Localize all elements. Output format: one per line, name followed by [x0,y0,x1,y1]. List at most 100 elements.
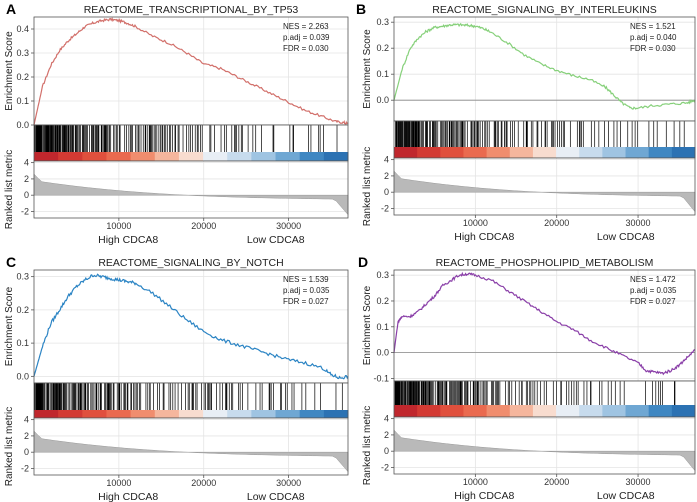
rank-heat-segment [532,405,557,417]
panel-d: D REACTOME_PHOSPHOLIPID_METABOLISM -0.1 0.0… [358,254,696,502]
metric-ytick-label: -2 [381,462,389,472]
es-axis-label: Enrichment Score [4,286,15,366]
rank-heat-segment [648,147,673,158]
x-label-high: High CDCA8 [454,490,514,502]
es-ytick-label: 0.2 [376,43,389,53]
rank-heat-segment [440,147,464,158]
rank-heat-segment [648,405,673,417]
rank-heat-segment [203,410,228,418]
metric-plot-frame [33,417,349,476]
x-tick-label: 30000 [276,221,301,231]
metric-plot-frame [393,157,696,216]
x-tick-label: 10000 [106,221,131,231]
metric-ytick-label: -2 [21,463,29,473]
x-tick-label: 10000 [463,477,488,487]
rank-heat-segment [556,405,580,417]
metric-axis-label: Ranked list metric [362,406,373,485]
rank-heat-segment [251,410,277,418]
metric-ytick-label: 2 [24,431,29,441]
x-label-low: Low CDCA8 [247,491,305,502]
rank-heat-segment [130,152,156,161]
rank-heat-segment [556,147,580,158]
x-tick-label: 20000 [544,218,569,228]
enrichment-score-line [33,17,349,126]
gene-hit-barcode [34,383,343,410]
rank-heat-segment [323,410,349,418]
stat-text: FDR = 0.027 [283,297,329,306]
rank-heat-segment [178,410,204,418]
stat-text: p.adj = 0.035 [283,286,330,295]
es-ytick-label: 0.3 [16,272,29,282]
metric-ytick-label: 4 [24,158,29,168]
es-plot-area [34,270,348,383]
metric-plot-frame [33,160,349,219]
rank-heat-segment [463,405,488,417]
stat-text: NES = 2.263 [283,22,329,31]
es-ytick-label: 0.0 [376,95,389,105]
metric-ytick-label: 4 [24,415,29,425]
rank-heat-segment [299,152,325,161]
rank-heat-segment [486,405,511,417]
metric-ytick-label: 2 [24,174,29,184]
rank-heat-segment [417,147,441,158]
stat-text: NES = 1.521 [630,22,676,31]
rank-heat-segment [602,147,627,158]
panel-title: REACTOME_TRANSCRIPTIONAL_BY_TP53 [84,4,299,16]
es-ytick-label: 0.3 [376,270,389,280]
rank-heat-segment [203,152,228,161]
rank-heat-segment [299,410,325,418]
rank-heat-segment [394,147,418,158]
panel-b: B REACTOME_SIGNALING_BY_INTERLEUKINS 0.0 0.… [356,1,696,243]
ranked-metric-area [393,429,696,472]
stat-text: FDR = 0.030 [283,44,329,53]
metric-ytick-label: 0 [24,190,29,200]
enrichment-score-line [33,273,349,380]
es-axis-label: Enrichment Score [362,29,373,109]
panel-label: D [358,254,368,270]
rank-heat-segment [579,405,603,417]
rank-heat-segment [275,152,301,161]
x-label-high: High CDCA8 [454,231,514,243]
rank-heat-segment [509,147,534,158]
es-axis-label: Enrichment Score [4,31,15,111]
gene-hit-barcode [394,381,676,405]
panel-title: REACTOME_PHOSPHOLIPID_METABOLISM [436,257,654,269]
es-ytick-label: 0.1 [16,96,29,106]
x-tick-label: 20000 [191,221,216,231]
rank-heat-segment [463,147,488,158]
metric-ytick-label: 4 [384,155,389,165]
x-tick-label: 20000 [191,478,216,488]
rank-heat-segment [58,152,83,161]
rank-heat-segment [671,147,696,158]
rank-heat-segment [178,152,204,161]
rank-heat-segment [227,152,252,161]
es-ytick-label: 0.4 [16,24,29,34]
es-ytick-label: 0.1 [376,69,389,79]
metric-ytick-label: 0 [24,447,29,457]
rank-heat-segment [417,405,441,417]
rank-heat-segment [671,405,696,417]
rank-heat-segment [602,405,627,417]
rank-heat-segment [106,152,132,161]
rank-heat-segment [130,410,156,418]
es-plot-area [394,270,695,381]
x-label-low: Low CDCA8 [597,490,655,502]
stat-text: FDR = 0.027 [630,297,676,306]
rank-heat-segment [440,405,464,417]
ranked-metric-area [33,173,349,216]
rank-heat-segment [323,152,349,161]
barcode-area [394,121,695,147]
rank-heat-segment [227,410,252,418]
panel-label: C [6,254,16,270]
metric-ytick-label: -2 [381,203,389,213]
rank-heat-segment [275,410,301,418]
stat-text: p.adj = 0.040 [630,33,677,42]
rank-heat-segment [154,410,180,418]
metric-ytick-label: -2 [21,206,29,216]
rank-heat-segment [82,410,107,418]
rank-heat-segment [579,147,603,158]
x-tick-label: 10000 [106,478,131,488]
rank-heat-segment [58,410,83,418]
es-ytick-label: 0.2 [16,72,29,82]
